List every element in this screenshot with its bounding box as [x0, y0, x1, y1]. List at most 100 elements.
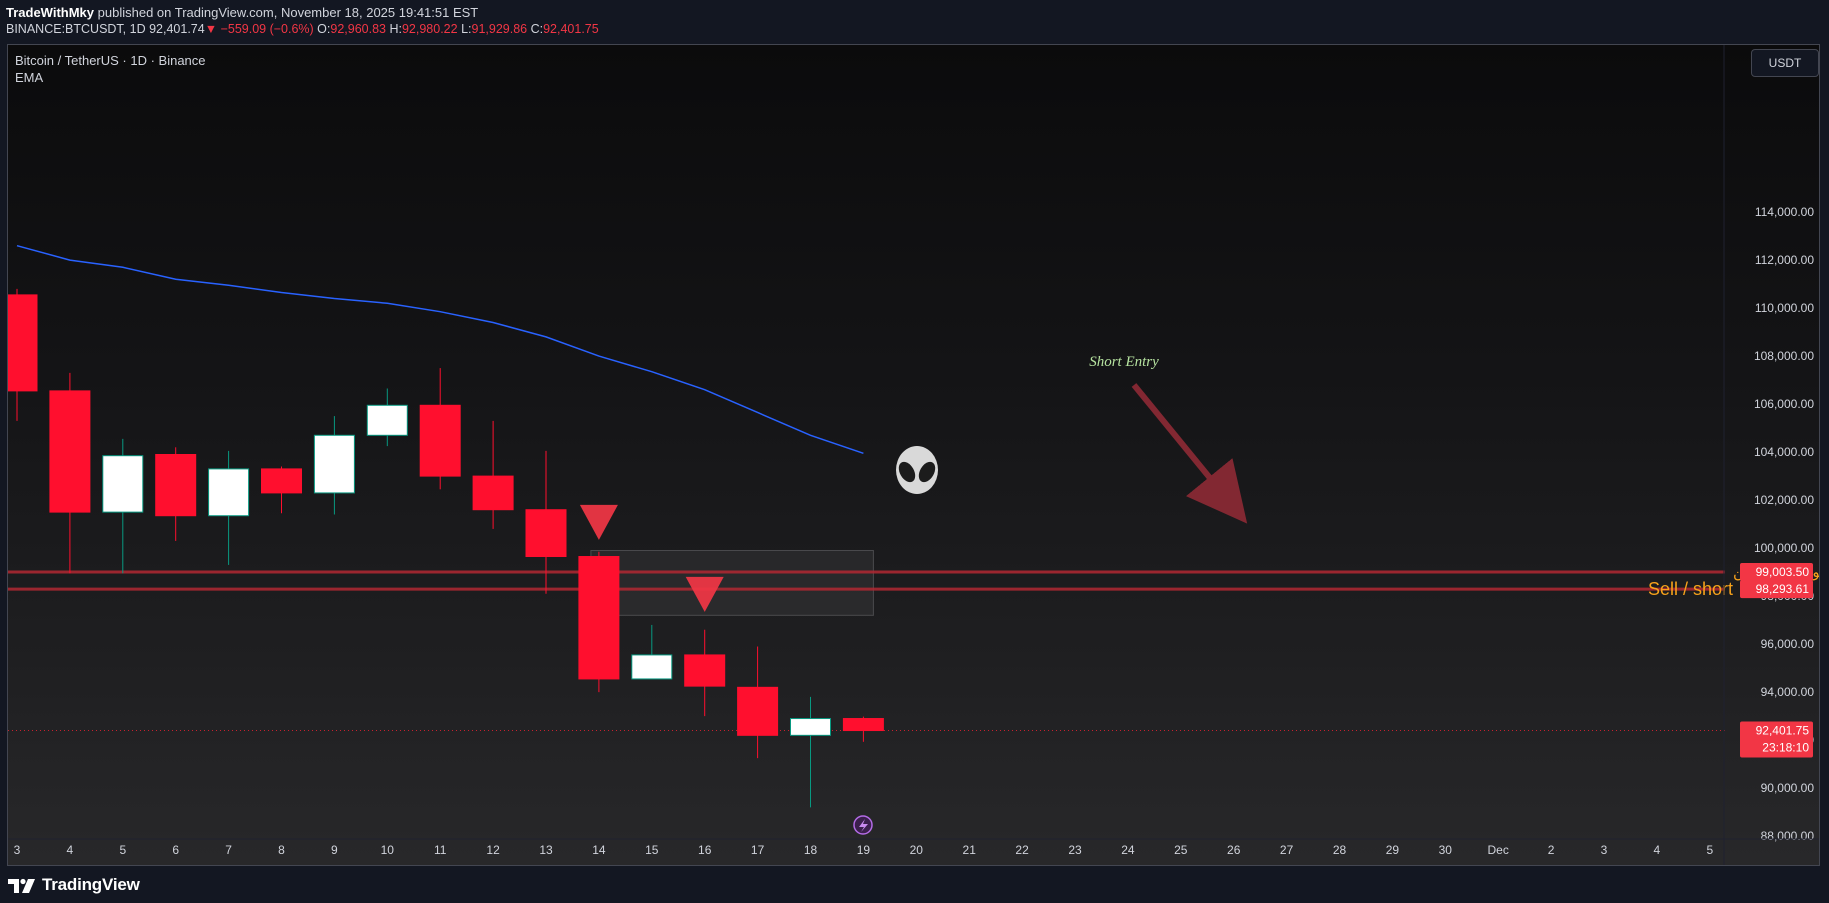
x-tick-label: 15	[645, 843, 659, 857]
x-tick-label: 10	[381, 843, 395, 857]
x-tick-label: 9	[331, 843, 338, 857]
alien-icon	[896, 446, 938, 494]
x-tick-label: 7	[225, 843, 232, 857]
candle-body	[155, 454, 197, 517]
close-label: C:	[530, 22, 544, 36]
sell-short-label: Sell / short	[1648, 579, 1733, 599]
y-tick-label: 96,000.00	[1761, 637, 1815, 651]
low-label: L:	[461, 22, 472, 36]
level-upper-tag: 99,003.50	[1756, 565, 1810, 579]
candle-body	[631, 654, 673, 680]
ema-legend[interactable]: EMA	[15, 70, 44, 85]
down-marker-icon	[685, 576, 724, 612]
chart-pane[interactable]: Short Entryقیمت برسه اینجا دو سوته میره …	[7, 44, 1820, 866]
x-tick-label: 30	[1439, 843, 1453, 857]
candle-body	[313, 434, 355, 494]
x-tick-label: 23	[1068, 843, 1082, 857]
tradingview-logo[interactable]: TradingView	[8, 875, 140, 895]
x-tick-label: 19	[857, 843, 871, 857]
y-tick-label: 94,000.00	[1761, 685, 1815, 699]
x-tick-label: 4	[67, 843, 74, 857]
x-tick-label: 27	[1280, 843, 1294, 857]
y-tick-label: 108,000.00	[1754, 349, 1814, 363]
x-tick-label: 24	[1121, 843, 1135, 857]
level-lower-tag: 98,293.61	[1756, 582, 1810, 596]
lightning-icon	[853, 815, 873, 835]
y-tick-label: 100,000.00	[1754, 541, 1814, 555]
x-tick-label: 22	[1015, 843, 1029, 857]
ema-line	[16, 244, 864, 455]
candle-body	[261, 468, 302, 494]
y-tick-label: 104,000.00	[1754, 445, 1814, 459]
short-entry-arrow	[1131, 383, 1248, 524]
short-entry-label: Short Entry	[1089, 354, 1159, 370]
candle-body	[578, 556, 620, 680]
x-tick-label: 25	[1174, 843, 1188, 857]
candle-body	[102, 455, 144, 513]
symbol-legend[interactable]: Bitcoin / TetherUS · 1D · Binance	[15, 53, 206, 68]
x-tick-label: 6	[172, 843, 179, 857]
last-price: 92,401.74	[149, 22, 205, 36]
symbol-label: BINANCE:BTCUSDT, 1D	[6, 22, 146, 36]
x-tick-label: 2	[1548, 843, 1555, 857]
x-tick-label: 28	[1333, 843, 1347, 857]
x-tick-label: 11	[434, 843, 447, 857]
x-tick-label: 4	[1654, 843, 1661, 857]
high-value: 92,980.22	[401, 22, 458, 36]
currency-button[interactable]: USDT	[1751, 49, 1819, 77]
level-upper-tag-bg	[1740, 563, 1813, 582]
countdown-tag: 23:18:10	[1762, 740, 1809, 754]
x-tick-label: 16	[698, 843, 712, 857]
x-tick-label: 8	[278, 843, 285, 857]
candle-body	[366, 404, 408, 436]
x-tick-label: 5	[119, 843, 126, 857]
y-tick-label: 114,000.00	[1755, 205, 1814, 219]
x-tick-label: 20	[910, 843, 924, 857]
tradingview-brand: TradingView	[42, 875, 140, 894]
price-change: −559.09 (−0.6%)	[220, 22, 314, 36]
chart-canvas[interactable]: Short Entryقیمت برسه اینجا دو سوته میره …	[8, 45, 1820, 866]
down-triangle-icon: ▼	[204, 22, 218, 36]
y-tick-label: 110,000.00	[1755, 301, 1814, 315]
down-marker-icon	[579, 504, 618, 540]
y-tick-label: 88,000.00	[1761, 829, 1815, 843]
level-lower-tag-bg	[1740, 580, 1813, 599]
x-tick-label: 26	[1227, 843, 1241, 857]
x-tick-label: 13	[539, 843, 553, 857]
x-tick-label: 3	[14, 843, 21, 857]
footer: TradingView	[0, 866, 1829, 903]
last-price-tag-bg	[1740, 721, 1813, 758]
high-label: H:	[389, 22, 402, 36]
x-tick-label: 14	[592, 843, 606, 857]
candle-body	[208, 468, 250, 517]
supply-zone	[590, 550, 874, 616]
low-value: 91,929.86	[471, 22, 528, 36]
candle-body	[419, 404, 461, 477]
candle-body	[790, 718, 831, 736]
open-label: O:	[317, 22, 331, 36]
candle-body	[525, 509, 567, 558]
candle-body	[842, 718, 884, 732]
candle-body	[8, 294, 38, 392]
last-price-tag: 92,401.75	[1756, 723, 1810, 737]
alien-head	[896, 446, 938, 494]
x-tick-label: 18	[804, 843, 818, 857]
x-tick-label: 29	[1386, 843, 1400, 857]
x-tick-label: 17	[751, 843, 765, 857]
lightning-bolt	[859, 819, 868, 832]
publication-line: TradeWithMky published on TradingView.co…	[6, 5, 478, 20]
candle-body	[49, 390, 91, 513]
x-tick-label: 5	[1706, 843, 1713, 857]
open-value: 92,960.83	[330, 22, 386, 36]
author-name[interactable]: TradeWithMky	[6, 5, 95, 20]
candle-body	[472, 475, 514, 511]
publish-info: published on TradingView.com, November 1…	[97, 5, 479, 20]
tradingview-logo-icon	[8, 878, 35, 893]
alien-eye-right	[918, 461, 936, 483]
y-tick-label: 90,000.00	[1761, 781, 1815, 795]
ohlc-line: BINANCE:BTCUSDT, 1D 92,401.74▼ −559.09 (…	[6, 22, 599, 36]
x-tick-label: 12	[486, 843, 500, 857]
alien-eye-left	[898, 461, 916, 483]
x-tick-label: 3	[1601, 843, 1608, 857]
chart-header: TradeWithMky published on TradingView.co…	[0, 0, 1829, 44]
